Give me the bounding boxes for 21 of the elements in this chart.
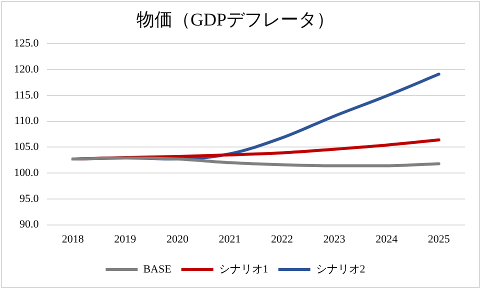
y-tick-label: 105.0: [14, 141, 40, 154]
line-series: [71, 156, 440, 168]
x-tick-label: 2018: [62, 233, 84, 246]
legend-label: シナリオ1: [218, 263, 268, 276]
x-tick-label: 2021: [218, 233, 241, 246]
y-tick-label: 90.0: [20, 218, 40, 231]
y-tick-label: 125.0: [14, 37, 40, 50]
x-tick-label: 2022: [271, 233, 294, 246]
legend-label: BASE: [143, 263, 172, 276]
y-tick-label: 110.0: [14, 115, 40, 128]
chart-title: 物価（GDPデフレータ）: [136, 10, 335, 30]
x-tick-label: 2024: [376, 233, 398, 246]
x-tick-label: 2023: [323, 233, 346, 246]
y-tick-label: 95.0: [20, 192, 40, 205]
x-tick-label: 2025: [428, 233, 450, 246]
x-tick-label: 2020: [166, 233, 189, 246]
x-tick-label: 2019: [114, 233, 137, 246]
y-tick-label: 120.0: [14, 63, 40, 76]
legend-label: シナリオ2: [316, 263, 366, 276]
y-tick-label: 115.0: [14, 89, 40, 102]
y-tick-label: 100.0: [14, 166, 40, 179]
